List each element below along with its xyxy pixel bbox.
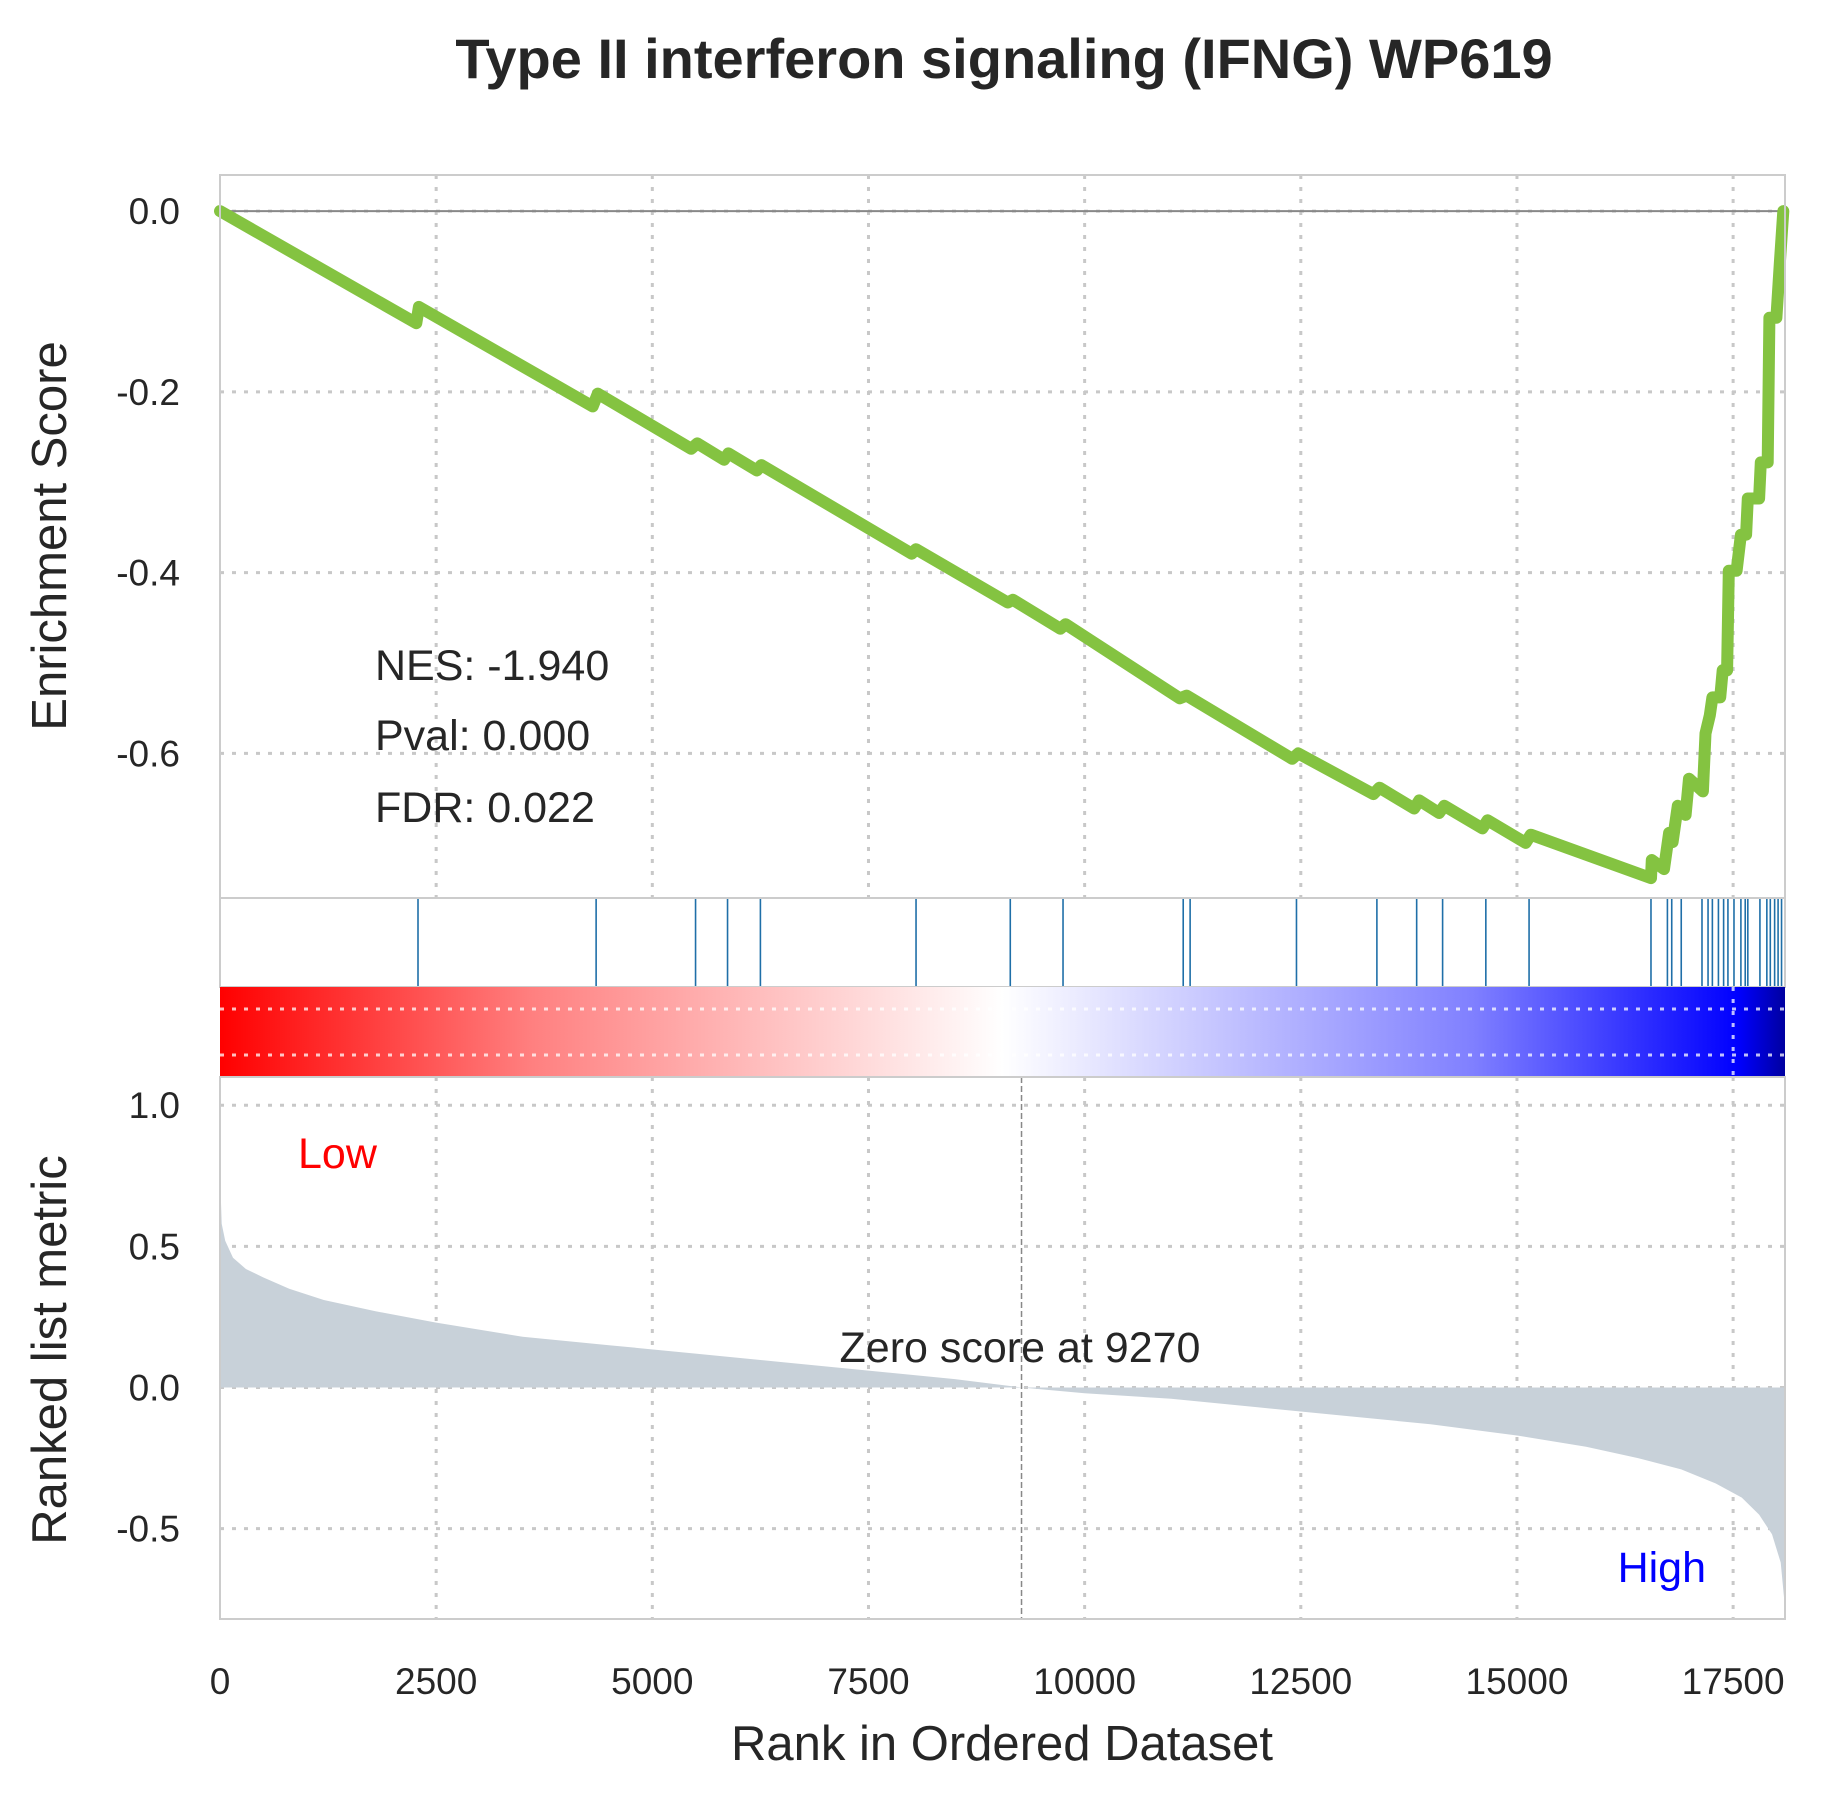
zero-score-annotation: Zero score at 9270 <box>840 1324 1201 1372</box>
ranked-metric-y-tick-label: 1.0 <box>129 1085 180 1126</box>
ranked-metric-y-tick-label: 0.5 <box>129 1226 180 1267</box>
enrichment-y-tick-label: 0.0 <box>129 191 180 232</box>
enrichment-y-axis-label: Enrichment Score <box>23 341 77 730</box>
high-label: High <box>1618 1544 1706 1592</box>
rank-color-bar <box>220 987 1785 1077</box>
hits-frame <box>219 897 1786 988</box>
ranked-metric-panel: 1.0 0.5 0.0 -0.5 Low High Zero score at 927… <box>23 1076 1786 1620</box>
fdr-stat: FDR: 0.022 <box>375 784 595 832</box>
ranked-metric-area <box>220 1173 1785 1608</box>
x-tick-label: 10000 <box>1033 1661 1136 1702</box>
x-tick-labels: 0 2500 5000 7500 10000 12500 15000 17500 <box>210 1661 1785 1702</box>
x-tick-label: 12500 <box>1249 1661 1352 1702</box>
x-tick-label: 15000 <box>1466 1661 1569 1702</box>
enrichment-y-tick-label: -0.4 <box>116 553 180 594</box>
x-tick-label: 2500 <box>395 1661 477 1702</box>
enrichment-y-tick-label: -0.6 <box>116 733 180 774</box>
x-axis-label: Rank in Ordered Dataset <box>731 1717 1273 1771</box>
ranked-metric-y-tick-labels: 1.0 0.5 0.0 -0.5 <box>116 1085 180 1549</box>
x-tick-label: 17500 <box>1682 1661 1785 1702</box>
chart-title: Type II interferon signaling (IFNG) WP61… <box>455 27 1552 90</box>
rank-gradient <box>220 987 1785 1077</box>
x-tick-label: 7500 <box>827 1661 909 1702</box>
x-tick-label: 5000 <box>611 1661 693 1702</box>
ranked-metric-y-axis-label: Ranked list metric <box>23 1155 77 1544</box>
ranked-metric-grid <box>220 1077 1785 1619</box>
ranked-metric-y-tick-label: 0.0 <box>129 1368 180 1409</box>
enrichment-score-line <box>214 205 1790 885</box>
hits-panel <box>219 897 1786 988</box>
nes-stat: NES: -1.940 <box>375 642 609 690</box>
gene-hit-ticks <box>417 898 1783 987</box>
ranked-metric-y-tick-label: -0.5 <box>116 1509 180 1550</box>
enrichment-panel: 0.0 -0.2 -0.4 -0.6 Enrichment Score NES: -1… <box>23 174 1790 899</box>
enrichment-y-tick-labels: 0.0 -0.2 -0.4 -0.6 <box>116 191 180 774</box>
ranked-metric-frame <box>219 1076 1786 1620</box>
enrichment-y-tick-label: -0.2 <box>116 372 180 413</box>
color-bar-grid <box>220 987 1785 1077</box>
x-tick-label: 0 <box>210 1661 231 1702</box>
pval-stat: Pval: 0.000 <box>375 712 590 760</box>
low-label: Low <box>298 1130 378 1178</box>
